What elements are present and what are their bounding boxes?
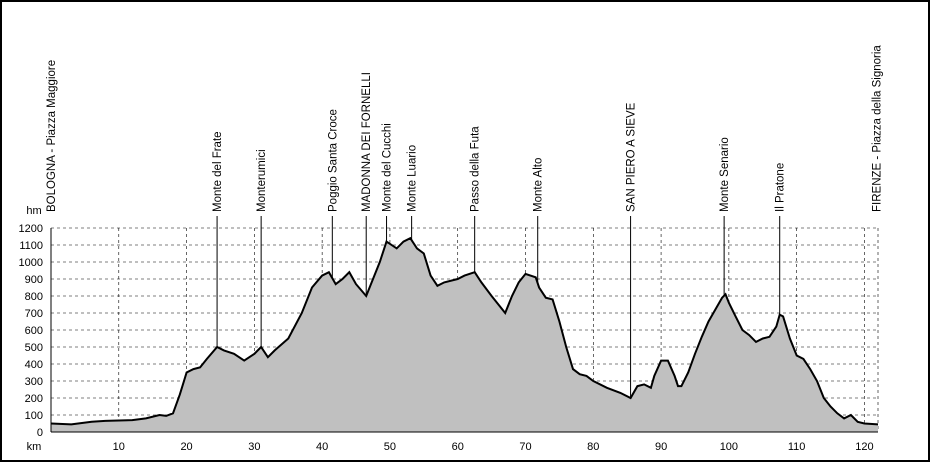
x-tick-label: 70 — [519, 441, 531, 453]
x-tick-label: 30 — [248, 441, 260, 453]
waypoint-label: Il Pratone — [775, 163, 787, 212]
x-tick-label: 80 — [587, 441, 599, 453]
profile-line — [50, 236, 879, 426]
y-tick-label: 1200 — [19, 223, 43, 235]
y-tick-label: 1000 — [19, 257, 43, 269]
y-axis-label: hm — [26, 205, 41, 217]
y-tick-label: 200 — [25, 393, 43, 405]
x-tick-label: 20 — [180, 441, 192, 453]
x-tick-label: 40 — [316, 441, 328, 453]
waypoint-label: Poggio Santa Croce — [327, 109, 339, 212]
waypoint-label: FIRENZE - Piazza della Signoria — [872, 45, 884, 212]
x-tick-label: 50 — [384, 441, 396, 453]
y-tick-label: 900 — [25, 274, 43, 286]
waypoint-label: Monterumici — [256, 149, 268, 212]
waypoint-label: Passo della Futa — [470, 126, 482, 212]
x-tick-label: 100 — [720, 441, 738, 453]
y-tick-label: 300 — [25, 376, 43, 388]
waypoint-label: Monte del Frate — [212, 131, 224, 212]
y-tick-label: 800 — [25, 291, 43, 303]
waypoint-label: BOLOGNA - Piazza Maggiore — [46, 60, 58, 212]
x-tick-label: 120 — [855, 441, 873, 453]
waypoint-label: Monte Alto — [533, 158, 545, 212]
y-tick-label: 500 — [25, 342, 43, 354]
waypoint-label: Monte del Cucchi — [382, 123, 394, 212]
waypoint-label: SAN PIERO A SIEVE — [626, 102, 638, 212]
profile-area — [51, 238, 878, 432]
y-tick-label: 700 — [25, 308, 43, 320]
x-tick-label: 60 — [452, 441, 464, 453]
x-tick-label: 90 — [655, 441, 667, 453]
x-axis-label: km — [27, 441, 42, 453]
y-tick-label: 400 — [25, 359, 43, 371]
waypoint-label: Monte Luario — [407, 145, 419, 212]
waypoint-label: Monte Senario — [719, 137, 731, 212]
y-tick-label: 1100 — [19, 240, 43, 252]
y-tick-label: 600 — [25, 325, 43, 337]
y-tick-label: 0 — [37, 427, 43, 439]
x-tick-label: 10 — [113, 441, 125, 453]
y-tick-label: 100 — [25, 410, 43, 422]
waypoint-label: MADONNA DEI FORNELLI — [361, 72, 373, 212]
x-tick-label: 110 — [788, 441, 806, 453]
